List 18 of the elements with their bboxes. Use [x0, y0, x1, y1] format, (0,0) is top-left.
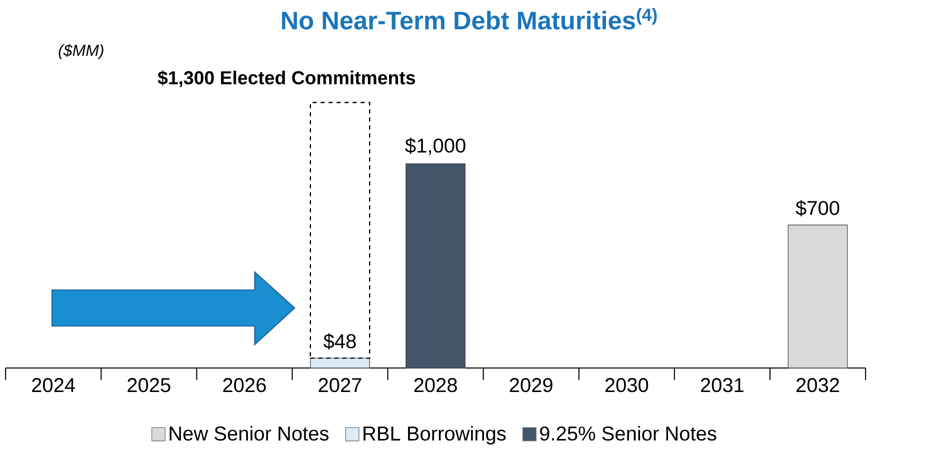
chart-title: No Near-Term Debt Maturities$^{(4)}$	[282, 8, 657, 30]
legend-label: RBL Borrowings	[364, 426, 506, 445]
x-tick-label: 2028	[414, 378, 457, 392]
x-tick-label: 2032	[796, 378, 840, 392]
data-label: $48	[324, 333, 356, 350]
legend-label: New Senior Notes	[170, 426, 329, 441]
x-tick-label: 2024	[32, 378, 75, 392]
text: ($MM)	[58, 44, 104, 60]
x-tick-label: 2030	[605, 378, 648, 392]
x-tick-label: 2025	[128, 378, 170, 392]
legend-label: 9.25% Senior Notes	[540, 426, 716, 441]
x-tick-label: 2027	[318, 378, 362, 392]
x-tick-label: 2026	[223, 378, 266, 392]
data-label: $1,000	[405, 138, 466, 156]
data-label: $700	[796, 200, 840, 216]
annotation: $1,300 Elected Commitments	[158, 70, 416, 88]
x-tick-label: 2029	[510, 378, 552, 392]
x-tick-label: 2031	[700, 378, 744, 392]
